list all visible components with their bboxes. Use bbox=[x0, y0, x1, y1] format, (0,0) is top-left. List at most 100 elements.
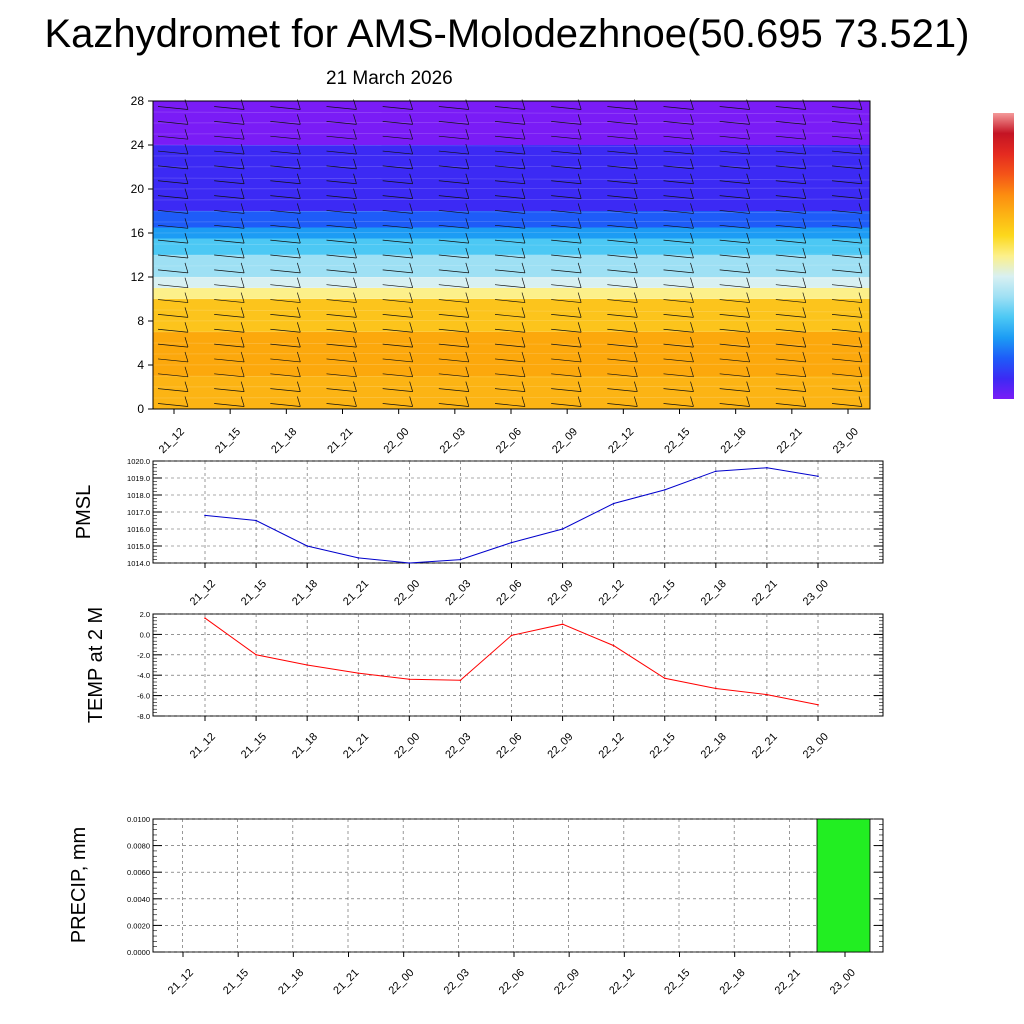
wind-barb bbox=[775, 114, 807, 125]
wind-barb bbox=[157, 262, 189, 274]
heat-layer bbox=[153, 145, 870, 211]
wind-barb bbox=[270, 322, 301, 333]
y-tick-label: 0.0060 bbox=[127, 868, 150, 877]
wind-barb bbox=[494, 173, 526, 185]
wind-barb bbox=[382, 233, 414, 244]
x-tick-label: 22_21 bbox=[750, 731, 780, 761]
wind-barb bbox=[551, 218, 582, 229]
wind-barb bbox=[438, 158, 470, 170]
wind-barb bbox=[326, 336, 357, 348]
wind-barb bbox=[831, 143, 863, 155]
wind-barb bbox=[438, 233, 470, 244]
wind-barb bbox=[775, 396, 807, 407]
wind-barb bbox=[438, 396, 470, 407]
wind-barb bbox=[270, 262, 301, 274]
wind-barb bbox=[663, 351, 694, 363]
x-tick-label: 21_18 bbox=[290, 731, 320, 761]
data-point bbox=[408, 678, 411, 681]
contour-line bbox=[152, 309, 871, 313]
wind-barb bbox=[494, 218, 526, 229]
heat-layer bbox=[153, 277, 870, 288]
x-tick-label: 21_21 bbox=[325, 426, 355, 456]
x-tick-label: 22_18 bbox=[718, 426, 748, 456]
y-axis-label: PRECIP, mm bbox=[68, 827, 90, 943]
wind-barb bbox=[326, 322, 357, 333]
wind-barb bbox=[157, 322, 189, 333]
wind-barb bbox=[831, 307, 863, 318]
wind-barb bbox=[719, 114, 751, 125]
wind-barb bbox=[157, 203, 189, 214]
wind-barb bbox=[382, 292, 414, 303]
wind-barb bbox=[214, 396, 245, 407]
data-point bbox=[357, 672, 360, 674]
wind-barb bbox=[270, 366, 301, 378]
wind-barb bbox=[663, 396, 694, 407]
x-tick-label: 22_06 bbox=[494, 426, 524, 456]
wind-barb bbox=[157, 114, 189, 125]
wind-barb bbox=[270, 396, 301, 407]
wind-barb bbox=[663, 381, 694, 392]
precip-bar bbox=[816, 818, 871, 953]
y-axis-label: TEMP at 2 M bbox=[85, 607, 107, 723]
wind-barb bbox=[270, 351, 301, 363]
data-point bbox=[408, 562, 411, 564]
wind-barb bbox=[831, 322, 863, 333]
wind-barb bbox=[607, 381, 638, 392]
wind-barb bbox=[157, 188, 189, 199]
colorbar bbox=[993, 113, 1014, 399]
wind-barb bbox=[663, 262, 694, 274]
wind-barb bbox=[719, 247, 751, 259]
wind-barb bbox=[438, 336, 470, 348]
heat-layer bbox=[153, 238, 870, 255]
contour-line bbox=[152, 132, 871, 135]
wind-barb bbox=[214, 233, 245, 244]
wind-barb bbox=[157, 158, 189, 170]
wind-barb bbox=[438, 203, 470, 214]
chart-title: Kazhydromet for AMS-Molodezhnoe(50.695 7… bbox=[44, 12, 970, 56]
wind-barb bbox=[719, 173, 751, 185]
wind-barb bbox=[382, 322, 414, 333]
wind-barb bbox=[157, 277, 189, 289]
wind-barb bbox=[551, 129, 582, 140]
data-point bbox=[510, 541, 513, 544]
contour-line bbox=[152, 352, 871, 355]
wind-barb bbox=[270, 218, 301, 229]
wind-barb bbox=[494, 247, 526, 259]
wind-barb bbox=[214, 336, 245, 348]
wind-barb bbox=[831, 203, 863, 214]
wind-barb bbox=[719, 143, 751, 155]
data-point bbox=[510, 634, 513, 637]
wind-barb bbox=[382, 351, 414, 363]
contour-line bbox=[152, 253, 871, 256]
data-point bbox=[612, 502, 615, 505]
wind-barb bbox=[831, 233, 863, 244]
x-tick-label: 22_00 bbox=[381, 426, 411, 456]
data-point bbox=[663, 489, 666, 491]
wind-barb bbox=[157, 173, 189, 185]
wind-barb bbox=[214, 173, 245, 185]
y-axis-label: PMSL bbox=[73, 485, 95, 539]
x-tick-label: 22_18 bbox=[699, 578, 729, 608]
wind-barb bbox=[663, 292, 694, 303]
wind-barb bbox=[775, 158, 807, 170]
contour-line bbox=[152, 187, 871, 190]
wind-barb bbox=[663, 233, 694, 244]
wind-barb bbox=[831, 114, 863, 125]
wind-barb bbox=[831, 158, 863, 170]
wind-barb bbox=[607, 218, 638, 229]
pmsl-panel: 1014.0 1015.0 1016.0 1017.0 1018.0 1019.0 1020… bbox=[73, 457, 884, 608]
wind-barb bbox=[551, 262, 582, 274]
x-tick-label: 21_15 bbox=[213, 426, 243, 456]
data-point bbox=[561, 623, 564, 625]
wind-barb bbox=[326, 396, 357, 407]
wind-barb bbox=[494, 277, 526, 289]
wind-barb bbox=[831, 129, 863, 140]
wind-barb bbox=[775, 262, 807, 274]
wind-barb bbox=[663, 173, 694, 185]
wind-barb bbox=[382, 247, 414, 259]
wind-barb bbox=[551, 233, 582, 244]
data-point bbox=[255, 519, 257, 522]
x-tick-label: 21_15 bbox=[239, 731, 269, 761]
wind-barb bbox=[382, 188, 414, 199]
